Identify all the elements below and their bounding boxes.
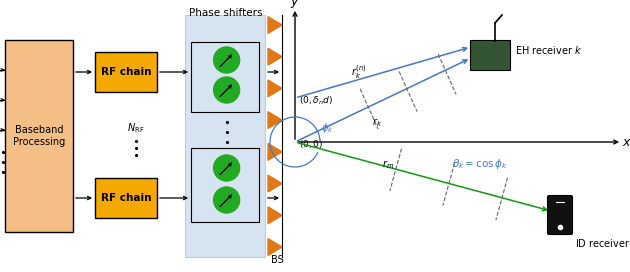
FancyBboxPatch shape xyxy=(547,196,573,234)
Text: Phase shifters: Phase shifters xyxy=(189,8,263,18)
Text: $N_{\mathrm{RF}}$: $N_{\mathrm{RF}}$ xyxy=(127,121,145,135)
Text: RF chain: RF chain xyxy=(101,193,151,203)
Text: $x$: $x$ xyxy=(622,135,630,149)
Text: $(0, \delta_n d)$: $(0, \delta_n d)$ xyxy=(299,95,333,107)
Text: EH receiver $k$: EH receiver $k$ xyxy=(515,44,583,56)
Text: Baseband
Processing: Baseband Processing xyxy=(13,125,65,147)
FancyBboxPatch shape xyxy=(470,40,510,70)
FancyBboxPatch shape xyxy=(95,52,157,92)
Text: RF chain: RF chain xyxy=(101,67,151,77)
Text: $r_k$: $r_k$ xyxy=(372,116,382,129)
Polygon shape xyxy=(268,239,282,255)
Text: $y$: $y$ xyxy=(290,0,300,10)
Circle shape xyxy=(214,47,239,73)
Polygon shape xyxy=(268,143,282,160)
Polygon shape xyxy=(268,207,282,224)
FancyBboxPatch shape xyxy=(185,15,265,257)
Text: $r_k^{(n)}$: $r_k^{(n)}$ xyxy=(351,63,367,81)
Text: $(0,0)$: $(0,0)$ xyxy=(299,138,323,150)
Polygon shape xyxy=(268,112,282,129)
Circle shape xyxy=(214,77,239,103)
Polygon shape xyxy=(268,17,282,33)
Text: $r_m$: $r_m$ xyxy=(382,158,394,171)
Text: $\phi_k$: $\phi_k$ xyxy=(321,121,333,135)
Polygon shape xyxy=(268,80,282,97)
Circle shape xyxy=(214,187,239,213)
Circle shape xyxy=(214,155,239,181)
Text: $\theta_k = \cos\phi_k$: $\theta_k = \cos\phi_k$ xyxy=(452,157,508,171)
Text: BS: BS xyxy=(271,255,284,265)
Polygon shape xyxy=(268,175,282,192)
Polygon shape xyxy=(268,48,282,65)
FancyBboxPatch shape xyxy=(95,178,157,218)
Text: ID receiver $m$: ID receiver $m$ xyxy=(575,237,630,249)
FancyBboxPatch shape xyxy=(5,40,73,232)
